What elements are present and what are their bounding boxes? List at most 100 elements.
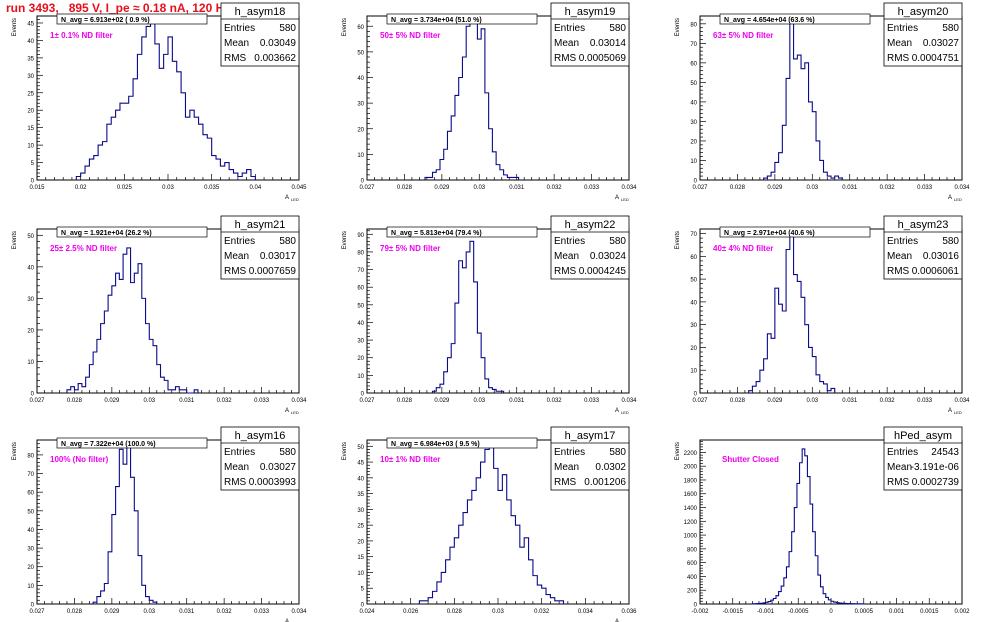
x-tick-label: 0.028: [730, 398, 746, 404]
x-tick-label: 0.03: [473, 398, 485, 404]
histogram-panel-h_asym20: 0 10 20 30 40 50 60 70 80 0.027 0.028 0.029 0.03 0.03…: [675, 2, 970, 202]
stats-value: 0.03016: [923, 251, 960, 262]
x-tick-label: 0.03: [143, 398, 155, 404]
y-axis-label: Events: [12, 231, 18, 249]
y-tick-label: 600: [687, 561, 698, 567]
stats-key: Entries: [224, 23, 255, 34]
stats-key: Entries: [554, 447, 585, 458]
filter-label: 1± 0.1% ND filter: [50, 31, 113, 40]
stats-title: h_asym21: [235, 219, 286, 231]
x-tick-label: 0.03: [492, 609, 504, 615]
x-tick-label: 0.028: [397, 398, 413, 404]
y-tick-label: 50: [690, 278, 697, 284]
stats-key: Mean: [224, 251, 249, 262]
y-tick-label: 20: [690, 139, 697, 145]
histogram-line: [748, 230, 836, 393]
stats-title: h_asym17: [565, 430, 616, 442]
y-tick-label: 400: [687, 575, 698, 581]
navg-box: [386, 226, 538, 238]
x-tick-label: 0.029: [767, 185, 783, 191]
y-tick-label: 20: [27, 109, 34, 115]
y-tick-label: 40: [357, 321, 364, 327]
stats-box: [220, 2, 300, 67]
y-tick-label: 800: [687, 547, 698, 553]
y-tick-label: 5: [361, 587, 365, 593]
x-tick-label: 0.032: [547, 398, 563, 404]
stats-key: Entries: [887, 447, 918, 458]
navg-box: [719, 13, 871, 25]
y-tick-label: 90: [357, 233, 364, 239]
y-tick-label: 1600: [684, 492, 698, 498]
x-tick-label: 0.03: [473, 185, 485, 191]
x-tick-label: 0.033: [917, 185, 933, 191]
x-tick-label: 0.028: [447, 609, 463, 615]
stats-key: RMS: [554, 266, 577, 277]
y-tick-label: 70: [27, 472, 34, 478]
x-tick-label: 0.028: [730, 185, 746, 191]
x-tick-label: 0.03: [806, 398, 818, 404]
y-tick-label: 50: [27, 509, 34, 515]
stats-value: 0.03027: [260, 462, 297, 473]
stats-title: h_asym18: [235, 6, 286, 18]
filter-label: 79± 5% ND filter: [380, 244, 440, 253]
x-tick-label: -0.002: [691, 609, 709, 615]
stats-key: RMS: [224, 477, 247, 488]
y-tick-label: 60: [357, 286, 364, 292]
stats-title: h_asym16: [235, 430, 286, 442]
x-tick-label: 0.034: [954, 398, 970, 404]
navg-label: N_avg = 6.984e+03 ( 9.5 %): [391, 441, 480, 448]
x-axis-label: A: [615, 408, 619, 414]
navg-label: N_avg = 4.654e+04 (63.6 %): [724, 17, 815, 24]
x-tick-label: 0.0005: [855, 609, 874, 615]
stats-key: Mean: [554, 462, 579, 473]
y-tick-label: 1400: [684, 506, 698, 512]
x-tick-label: 0.028: [67, 398, 83, 404]
x-tick-label: 0.002: [954, 609, 970, 615]
navg-label: N_avg = 3.734e+04 (51.0 %): [391, 17, 482, 24]
y-tick-label: 0: [361, 179, 365, 185]
stats-value: 0.0006061: [912, 266, 960, 277]
x-axis-label-subscript: LED: [954, 410, 962, 415]
x-tick-label: 0.033: [584, 185, 600, 191]
x-tick-label: 0.04: [249, 185, 261, 191]
x-tick-label: 0.032: [547, 185, 563, 191]
y-tick-label: 80: [27, 453, 34, 459]
x-tick-label: 0.032: [217, 398, 233, 404]
y-tick-label: 70: [690, 232, 697, 238]
histogram-panel-h_asym22: 0 10 20 30 40 50 60 70 80 90 0.027 0.028 0.029 0.03 0.…: [342, 215, 637, 415]
x-tick-label: 0.031: [842, 185, 858, 191]
x-tick-label: 0.0015: [920, 609, 939, 615]
x-axis-label-subscript: LED: [291, 410, 299, 415]
x-axis-label: A: [948, 408, 952, 414]
y-tick-label: 2000: [684, 465, 698, 471]
navg-label: N_avg = 2.971e+04 (40.6 %): [724, 230, 815, 237]
stats-value: 24543: [931, 447, 959, 458]
x-tick-label: 0: [829, 609, 833, 615]
x-tick-label: 0.031: [179, 609, 195, 615]
x-tick-label: 0.02: [75, 185, 87, 191]
x-axis-label: A: [285, 408, 289, 414]
y-tick-label: 10: [27, 144, 34, 150]
x-tick-label: 0.027: [359, 398, 375, 404]
x-tick-label: 0.028: [67, 609, 83, 615]
stats-key: Mean: [224, 38, 249, 49]
stats-key: Entries: [224, 236, 255, 247]
y-tick-label: 40: [690, 300, 697, 306]
stats-value: 0.0003993: [249, 477, 297, 488]
x-tick-label: 0.015: [29, 185, 45, 191]
stats-key: Mean: [554, 38, 579, 49]
y-tick-label: 60: [27, 491, 34, 497]
stats-box: [550, 2, 630, 67]
y-tick-label: 1200: [684, 520, 698, 526]
stats-value: 580: [609, 23, 626, 34]
y-tick-label: 10: [357, 153, 364, 159]
y-tick-label: 40: [27, 528, 34, 534]
filter-label: 50± 5% ND filter: [380, 31, 440, 40]
y-tick-label: 10: [27, 584, 34, 590]
y-tick-label: 2200: [684, 451, 698, 457]
x-tick-label: 0.033: [917, 398, 933, 404]
histogram-line: [66, 247, 199, 394]
stats-value: 0.0004751: [912, 53, 960, 64]
stats-title: h_asym19: [565, 6, 616, 18]
filter-label: 100% (No filter): [50, 455, 109, 464]
